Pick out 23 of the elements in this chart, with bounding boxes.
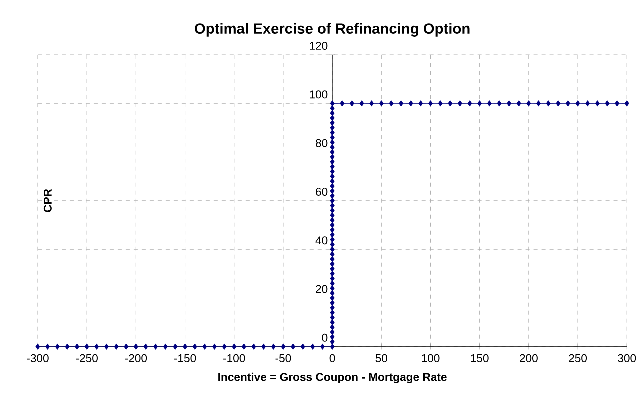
x-tick-label: -300 [27, 354, 49, 363]
y-tick-label: 0 [322, 334, 328, 342]
x-tick-label: 250 [569, 354, 588, 363]
x-tick-label: -200 [125, 354, 148, 363]
x-tick-label: 50 [376, 354, 388, 363]
x-tick-label: -150 [174, 354, 196, 363]
x-axis-title: Incentive = Gross Coupon - Mortgage Rate [218, 372, 447, 384]
y-tick-label: 120 [310, 42, 328, 50]
chart-title: Optimal Exercise of Refinancing Option [195, 23, 470, 38]
y-tick-label: 80 [316, 139, 328, 148]
x-tick-label: 150 [471, 354, 489, 363]
x-tick-label: -100 [224, 354, 246, 363]
x-tick-label: -50 [276, 354, 292, 363]
y-axis-title: CPR [44, 189, 52, 212]
y-tick-label: 60 [316, 188, 328, 196]
x-tick-label: 100 [422, 354, 440, 363]
y-tick-label: 20 [316, 285, 328, 294]
y-tick-label: 100 [310, 90, 328, 99]
x-tick-label: -250 [76, 354, 98, 363]
x-tick-label: 0 [330, 354, 336, 363]
x-tick-label: 200 [520, 354, 538, 363]
y-tick-label: 40 [316, 236, 328, 245]
x-tick-label: 300 [618, 354, 636, 363]
